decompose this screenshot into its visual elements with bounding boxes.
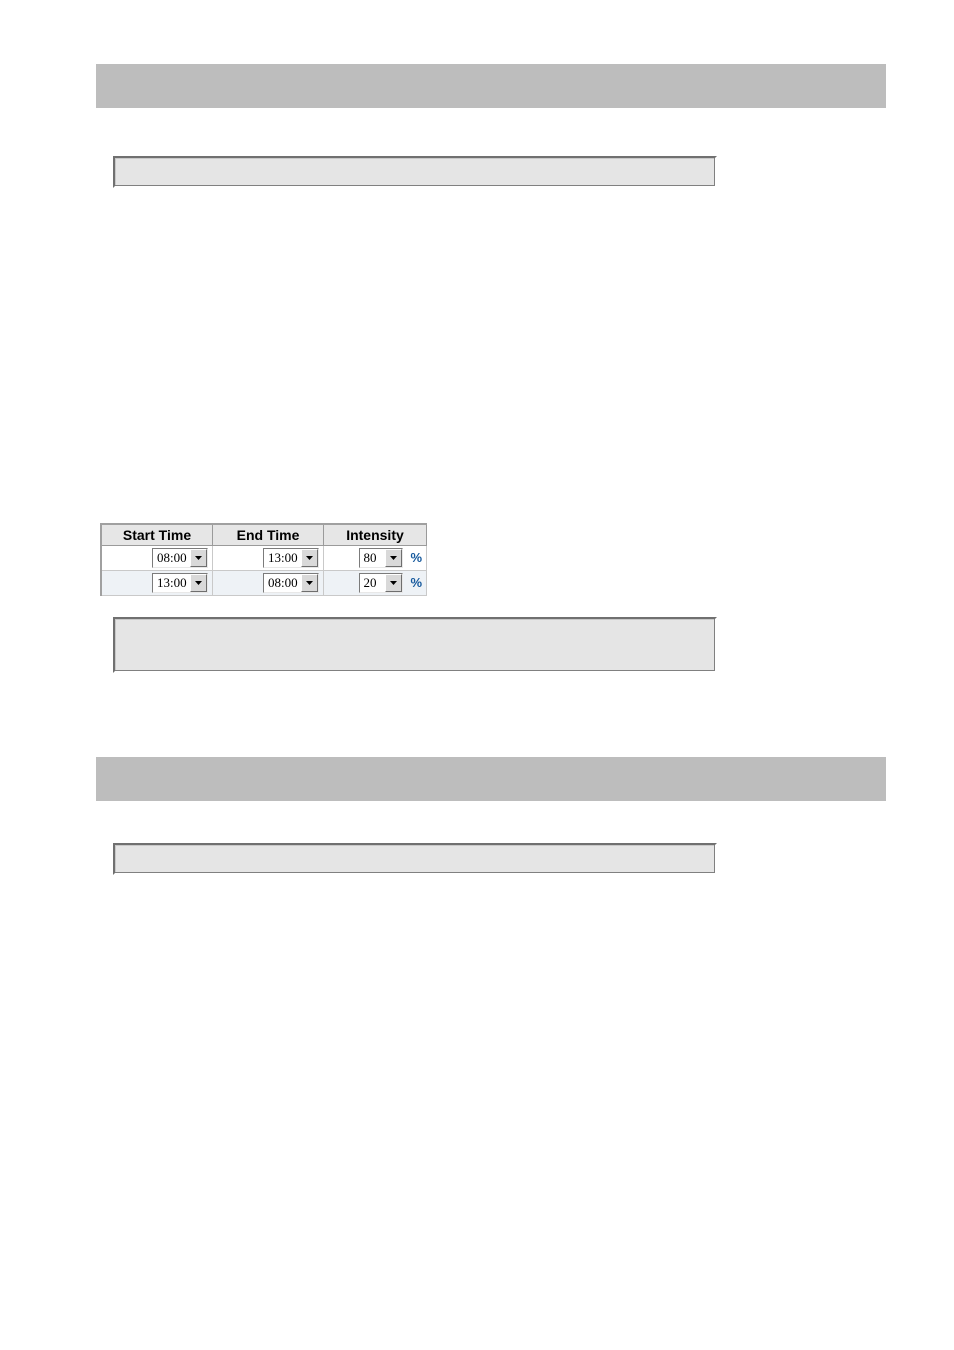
inset-panel-2 [113,617,717,673]
table-row: 13:00 08:00 [102,571,427,596]
schedule-table-wrap: Start Time End Time Intensity 08:00 [100,523,427,596]
col-header-start: Start Time [102,525,213,546]
percent-label: % [406,550,422,565]
end-time-dropdown[interactable]: 08:00 [263,573,319,593]
inset-panel-1 [113,156,717,188]
chevron-down-icon [190,549,207,567]
dropdown-value: 08:00 [264,575,301,591]
percent-label: % [406,575,422,590]
end-time-dropdown[interactable]: 13:00 [263,548,319,568]
chevron-down-icon [190,574,207,592]
section-bar-2 [96,757,886,801]
dropdown-value: 80 [360,550,385,566]
chevron-down-icon [385,574,402,592]
start-time-dropdown[interactable]: 08:00 [152,548,208,568]
start-time-dropdown[interactable]: 13:00 [152,573,208,593]
dropdown-value: 13:00 [153,575,190,591]
schedule-table: Start Time End Time Intensity 08:00 [102,525,427,596]
table-header-row: Start Time End Time Intensity [102,525,427,546]
col-header-end: End Time [213,525,324,546]
chevron-down-icon [301,549,318,567]
chevron-down-icon [385,549,402,567]
section-bar-1 [96,64,886,108]
dropdown-value: 08:00 [153,550,190,566]
intensity-dropdown[interactable]: 20 [359,573,403,593]
inset-panel-3 [113,843,717,875]
col-header-intensity: Intensity [324,525,427,546]
dropdown-value: 20 [360,575,385,591]
dropdown-value: 13:00 [264,550,301,566]
page: Start Time End Time Intensity 08:00 [0,0,954,1350]
table-row: 08:00 13:00 [102,546,427,571]
intensity-dropdown[interactable]: 80 [359,548,403,568]
chevron-down-icon [301,574,318,592]
